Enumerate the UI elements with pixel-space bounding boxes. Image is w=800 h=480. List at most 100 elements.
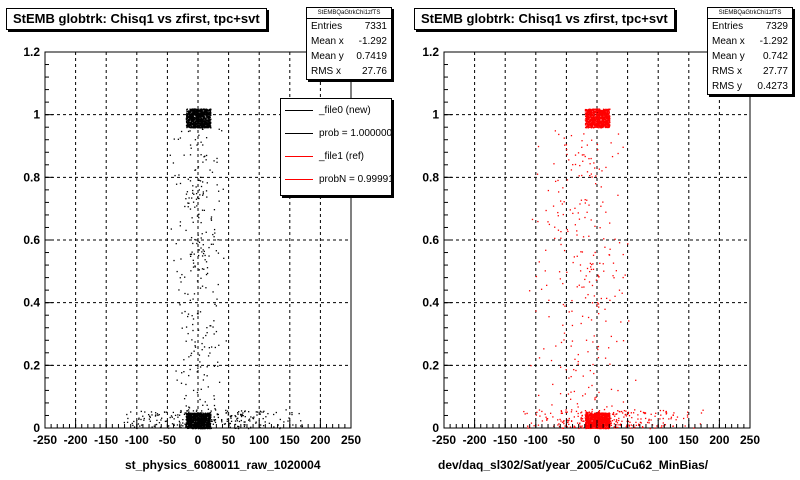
data-point — [194, 421, 196, 423]
data-point — [589, 423, 591, 425]
data-point — [190, 108, 192, 111]
data-point — [585, 427, 587, 430]
data-point — [579, 270, 582, 272]
data-point — [607, 126, 609, 129]
data-point — [595, 423, 597, 425]
data-point — [599, 427, 601, 430]
data-point — [203, 250, 205, 253]
data-point — [187, 115, 189, 117]
data-point — [617, 426, 619, 429]
data-point — [202, 116, 204, 118]
data-point — [180, 281, 182, 283]
data-point — [197, 240, 199, 242]
data-point — [605, 116, 607, 118]
data-point — [198, 241, 201, 244]
data-point — [185, 418, 187, 421]
data-point — [193, 120, 195, 122]
data-point — [608, 347, 610, 349]
data-point — [593, 372, 595, 375]
data-point — [605, 320, 607, 322]
data-point — [194, 121, 196, 124]
data-point — [576, 286, 578, 288]
data-point — [623, 416, 625, 418]
data-point — [559, 278, 561, 280]
data-point — [205, 425, 208, 427]
data-point — [569, 209, 571, 211]
data-point — [184, 423, 186, 425]
data-point — [199, 126, 201, 129]
data-point — [205, 137, 208, 139]
data-point — [566, 271, 568, 273]
data-point — [200, 277, 202, 279]
data-point — [195, 125, 197, 128]
data-point — [200, 388, 202, 390]
data-point — [193, 350, 195, 352]
data-point — [582, 160, 584, 162]
data-point — [599, 126, 601, 129]
data-point — [591, 119, 593, 122]
data-point — [593, 419, 595, 422]
data-point — [190, 114, 193, 116]
data-point — [598, 276, 600, 278]
data-point — [205, 334, 207, 337]
data-point — [238, 425, 240, 428]
data-point — [268, 422, 271, 424]
data-point — [568, 423, 570, 426]
data-point — [590, 414, 592, 416]
data-point — [192, 122, 195, 124]
data-point — [606, 413, 608, 415]
data-point — [588, 111, 590, 113]
data-point — [217, 190, 220, 192]
data-point — [596, 116, 599, 118]
data-point — [598, 108, 601, 110]
data-point — [557, 179, 559, 182]
data-point — [256, 414, 258, 416]
data-point — [606, 417, 608, 419]
data-point — [195, 413, 198, 415]
data-point — [237, 425, 239, 428]
data-point — [199, 421, 202, 423]
data-point — [601, 113, 603, 115]
data-point — [557, 211, 559, 214]
data-point — [189, 114, 191, 117]
data-point — [644, 417, 647, 420]
data-point — [566, 228, 568, 231]
data-point — [594, 398, 596, 401]
data-point — [200, 247, 202, 249]
data-point — [585, 113, 587, 115]
data-point — [192, 418, 194, 421]
legend-entry: probN = 0.999910 — [281, 168, 391, 191]
data-point — [589, 116, 591, 118]
data-point — [597, 121, 599, 123]
data-point — [606, 111, 608, 114]
data-point — [602, 414, 604, 417]
left-stats-box: StEMBQaGtrkChi1zfTS Entries 7331 Mean x … — [306, 7, 392, 80]
data-point — [179, 137, 182, 139]
data-point — [605, 418, 607, 420]
data-point — [206, 112, 208, 114]
data-point — [196, 111, 198, 113]
data-point — [178, 414, 181, 416]
data-point — [644, 412, 647, 414]
data-point — [603, 416, 606, 418]
data-point — [607, 119, 609, 121]
data-point — [609, 248, 611, 250]
data-point — [699, 423, 702, 425]
stats-value: 0.7419 — [356, 51, 387, 62]
data-point — [587, 116, 589, 118]
data-point — [594, 118, 596, 120]
data-point — [206, 124, 208, 126]
data-point — [610, 420, 612, 423]
data-point — [536, 411, 538, 413]
data-point — [594, 251, 596, 254]
data-point — [588, 109, 591, 111]
data-point — [603, 114, 605, 117]
data-point — [586, 422, 588, 424]
data-point — [208, 413, 210, 416]
data-point — [662, 422, 664, 424]
data-point — [201, 114, 203, 117]
data-point — [622, 401, 625, 403]
data-point — [190, 419, 192, 422]
data-point — [196, 420, 198, 422]
data-point — [603, 418, 605, 421]
